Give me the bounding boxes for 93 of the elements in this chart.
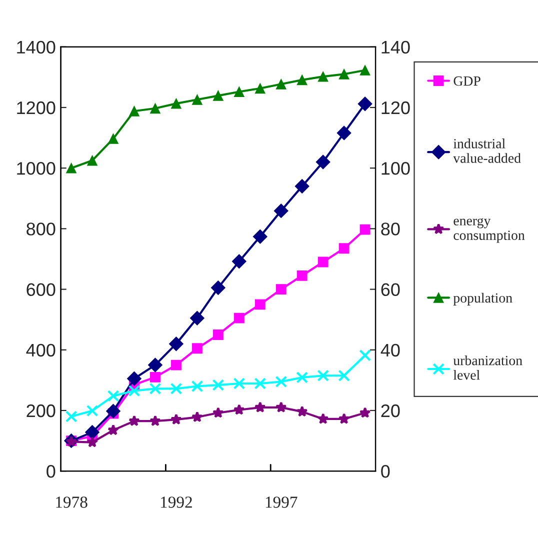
point — [191, 380, 204, 392]
point — [65, 410, 78, 422]
point — [338, 68, 350, 80]
y-tick-label: 400 — [26, 344, 56, 357]
y-tick-label: 200 — [26, 404, 56, 418]
legend-label: industrial value-added — [453, 138, 521, 163]
point — [336, 126, 352, 140]
point — [232, 254, 246, 269]
legend-label: energy consumption — [454, 218, 525, 243]
point — [129, 106, 140, 116]
point — [233, 378, 246, 390]
point — [360, 65, 370, 76]
point — [128, 384, 140, 397]
point — [128, 415, 140, 426]
point — [86, 404, 98, 417]
legend-label: GDP — [454, 76, 480, 86]
y2-tick-label: 0 — [381, 465, 390, 478]
point — [254, 402, 266, 412]
point — [254, 299, 266, 310]
point — [149, 382, 162, 395]
point — [233, 404, 245, 415]
point — [296, 270, 308, 281]
point — [275, 376, 288, 388]
point — [212, 407, 224, 418]
point — [359, 407, 371, 418]
point — [276, 78, 286, 90]
point — [275, 402, 287, 412]
point — [212, 330, 224, 340]
point — [254, 83, 266, 94]
y2-tick-label: 20 — [381, 404, 400, 418]
point — [212, 90, 224, 101]
y-tick-label: 1400 — [17, 40, 56, 54]
y2-tick-label: 60 — [381, 283, 400, 296]
point — [192, 94, 202, 105]
point — [168, 336, 184, 352]
point — [316, 154, 330, 170]
point — [66, 162, 76, 174]
point — [150, 372, 160, 382]
point — [170, 360, 182, 370]
point — [150, 415, 161, 426]
point — [85, 425, 100, 440]
point — [338, 413, 350, 424]
y2-tick-label: 120 — [382, 101, 410, 114]
point — [87, 155, 98, 166]
point — [274, 204, 288, 218]
point — [107, 390, 120, 402]
point — [212, 379, 224, 391]
x-tick-label: 1992 — [160, 496, 192, 508]
point — [170, 414, 182, 425]
point — [317, 370, 329, 382]
point — [296, 406, 308, 417]
point — [358, 96, 372, 112]
point — [359, 349, 371, 362]
point — [360, 224, 370, 235]
point — [86, 436, 98, 448]
point — [190, 310, 204, 326]
point — [127, 371, 142, 386]
point — [317, 413, 329, 424]
point — [234, 312, 244, 324]
point — [170, 382, 182, 395]
point — [148, 358, 162, 372]
point — [276, 284, 286, 294]
point — [318, 256, 328, 268]
y-tick-label: 1200 — [17, 101, 56, 114]
point — [296, 372, 308, 384]
x-tick-label: 1978 — [56, 496, 88, 508]
point — [108, 424, 119, 436]
point — [170, 98, 182, 109]
point — [338, 370, 350, 382]
point — [318, 71, 328, 82]
y2-tick-label: 140 — [382, 40, 410, 54]
y2-tick-label: 40 — [380, 344, 400, 357]
point — [296, 74, 308, 86]
point — [234, 86, 244, 97]
point — [254, 378, 266, 390]
point — [210, 280, 226, 295]
x-tick-label: 1997 — [266, 496, 298, 508]
y2-tick-label: 80 — [381, 222, 400, 236]
y-tick-label: 600 — [26, 283, 56, 296]
point — [150, 103, 160, 114]
y-tick-label: 0 — [46, 465, 56, 478]
legend-label: urbanization level — [453, 355, 522, 380]
legend-label: population — [453, 292, 512, 306]
point — [338, 243, 350, 254]
y-tick-label: 1000 — [17, 162, 56, 175]
point — [106, 404, 120, 418]
point — [252, 229, 268, 244]
point — [192, 343, 202, 354]
point — [294, 179, 310, 194]
y2-tick-label: 100 — [382, 162, 410, 175]
y-tick-label: 800 — [26, 222, 56, 236]
point — [192, 411, 203, 422]
point — [108, 133, 118, 144]
